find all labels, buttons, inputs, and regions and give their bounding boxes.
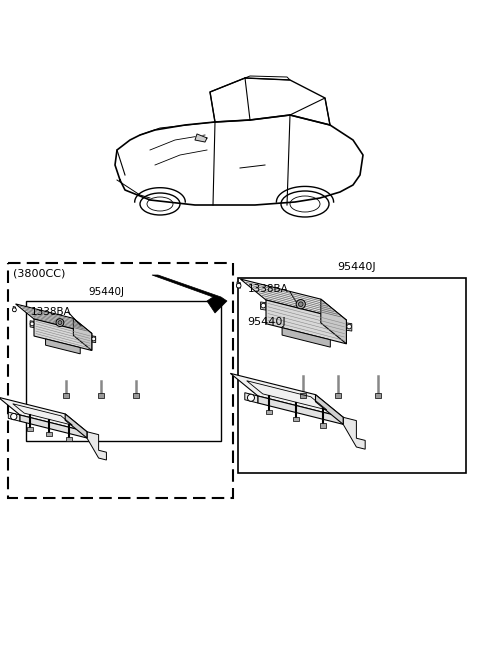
Circle shape bbox=[12, 308, 16, 312]
Polygon shape bbox=[65, 414, 87, 438]
Polygon shape bbox=[73, 318, 92, 350]
Polygon shape bbox=[245, 393, 258, 403]
Polygon shape bbox=[92, 336, 96, 343]
Polygon shape bbox=[66, 437, 72, 441]
Circle shape bbox=[296, 299, 305, 309]
Bar bbox=[8, 263, 233, 498]
Text: 95440J: 95440J bbox=[247, 317, 286, 327]
Polygon shape bbox=[8, 412, 20, 421]
Text: (3800CC): (3800CC) bbox=[13, 269, 65, 279]
Text: 95440J: 95440J bbox=[88, 287, 124, 297]
Polygon shape bbox=[15, 304, 92, 333]
Circle shape bbox=[56, 319, 64, 326]
Circle shape bbox=[237, 284, 241, 288]
Polygon shape bbox=[237, 282, 240, 288]
Polygon shape bbox=[63, 393, 69, 398]
Polygon shape bbox=[335, 393, 341, 398]
Polygon shape bbox=[195, 134, 207, 142]
Polygon shape bbox=[34, 319, 92, 350]
Polygon shape bbox=[13, 307, 15, 312]
Polygon shape bbox=[315, 395, 343, 424]
Circle shape bbox=[11, 413, 17, 420]
Polygon shape bbox=[300, 393, 306, 398]
Polygon shape bbox=[152, 275, 227, 313]
Polygon shape bbox=[27, 428, 33, 432]
Polygon shape bbox=[73, 322, 76, 327]
Polygon shape bbox=[343, 417, 365, 449]
Polygon shape bbox=[46, 339, 80, 354]
Polygon shape bbox=[261, 302, 266, 310]
Polygon shape bbox=[321, 299, 347, 344]
Text: 1338BA: 1338BA bbox=[31, 307, 72, 317]
Polygon shape bbox=[240, 279, 347, 320]
Polygon shape bbox=[347, 323, 352, 331]
Polygon shape bbox=[375, 393, 381, 398]
Polygon shape bbox=[133, 393, 139, 398]
Text: 95440J: 95440J bbox=[337, 262, 376, 272]
Circle shape bbox=[58, 321, 62, 324]
Polygon shape bbox=[266, 300, 347, 344]
Polygon shape bbox=[293, 417, 299, 421]
Bar bbox=[26, 301, 221, 441]
Polygon shape bbox=[266, 410, 272, 415]
Polygon shape bbox=[98, 393, 104, 398]
Polygon shape bbox=[258, 396, 343, 424]
Polygon shape bbox=[30, 321, 34, 328]
Polygon shape bbox=[87, 432, 107, 460]
Circle shape bbox=[30, 322, 34, 326]
Bar bbox=[238, 278, 466, 473]
Circle shape bbox=[347, 324, 351, 329]
Circle shape bbox=[299, 302, 303, 307]
Text: 1338BA: 1338BA bbox=[248, 284, 289, 294]
Polygon shape bbox=[321, 303, 324, 309]
Polygon shape bbox=[282, 328, 330, 347]
Polygon shape bbox=[230, 373, 343, 417]
Polygon shape bbox=[20, 415, 87, 438]
Circle shape bbox=[261, 303, 265, 308]
Polygon shape bbox=[46, 432, 52, 436]
Circle shape bbox=[92, 337, 96, 341]
Circle shape bbox=[248, 394, 254, 402]
Polygon shape bbox=[0, 397, 87, 432]
Polygon shape bbox=[320, 423, 325, 428]
